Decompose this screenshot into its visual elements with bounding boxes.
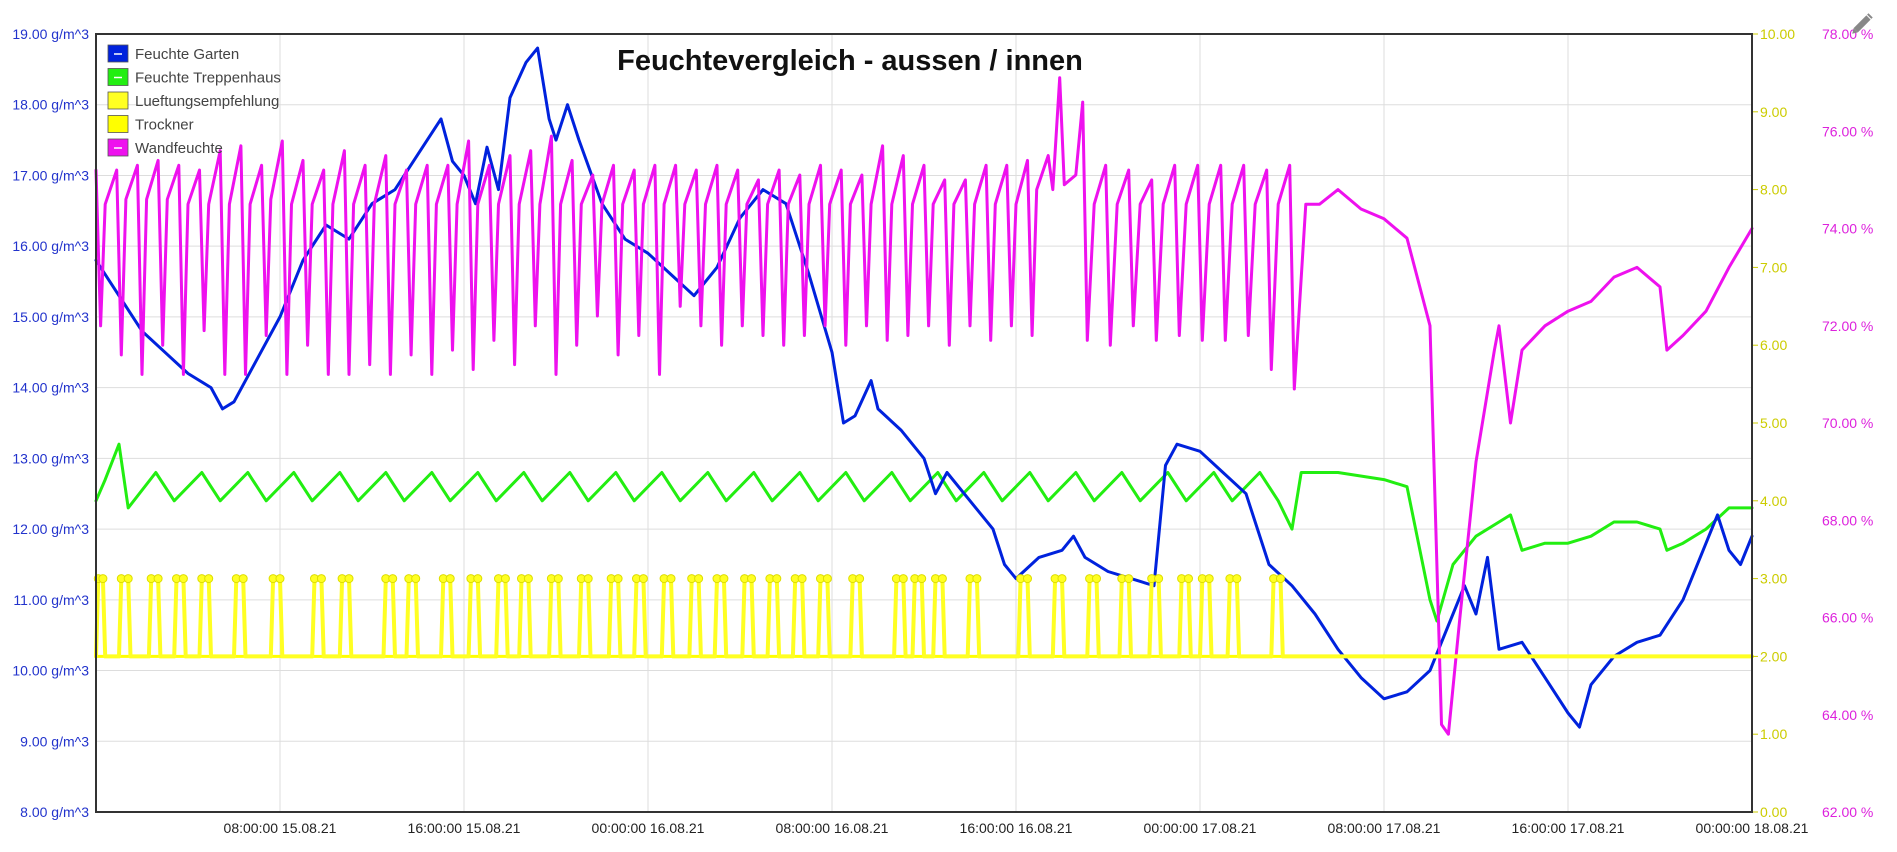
- y-tick-label-left: 8.00 g/m^3: [20, 804, 89, 820]
- y-tick-label-right2: 62.00 %: [1822, 804, 1873, 820]
- data-point-lueftung: [123, 574, 133, 584]
- series-line-treppenhaus: [94, 442, 1754, 623]
- data-point-lueftung: [1232, 574, 1242, 584]
- plot-frame: [95, 33, 1753, 813]
- y-tick-label-right1: 10.00: [1760, 26, 1795, 42]
- y-tick-label-right2: 72.00 %: [1822, 318, 1873, 334]
- data-point-lueftung: [694, 574, 704, 584]
- data-point-lueftung: [772, 574, 782, 584]
- chart-title: Feuchtevergleich - aussen / innen: [617, 45, 1083, 77]
- legend-label-lueftung: Lueftungsempfehlung: [135, 93, 279, 110]
- data-point-lueftung: [344, 574, 354, 584]
- y-tick-label-left: 17.00 g/m^3: [12, 167, 89, 183]
- y-tick-label-left: 11.00 g/m^3: [13, 592, 89, 608]
- data-point-lueftung: [316, 574, 326, 584]
- y-tick-label-right1: 7.00: [1760, 259, 1787, 275]
- legend-label-treppenhaus: Feuchte Treppenhaus: [135, 70, 281, 87]
- y-tick-label-left: 14.00 g/m^3: [12, 380, 89, 396]
- y-tick-label-right2: 64.00 %: [1822, 707, 1873, 723]
- edit-icon[interactable]: [1850, 13, 1873, 36]
- y-tick-label-left: 19.00 g/m^3: [12, 26, 89, 42]
- data-point-lueftung: [822, 574, 832, 584]
- data-point-lueftung: [500, 574, 510, 584]
- y-tick-label-right2: 66.00 %: [1822, 610, 1873, 626]
- legend-swatch-lueftung: [107, 91, 129, 110]
- y-tick-label-left: 10.00 g/m^3: [12, 663, 89, 679]
- x-tick-label: 08:00:00 15.08.21: [224, 820, 337, 836]
- y-tick-label-right2: 74.00 %: [1822, 221, 1873, 237]
- series-layer: [93, 46, 1754, 736]
- x-tick-label: 16:00:00 15.08.21: [408, 820, 521, 836]
- axes: 8.00 g/m^3 9.00 g/m^3 10.00 g/m^3 11.00 g/m…: [12, 26, 1873, 836]
- data-point-lueftung: [238, 574, 248, 584]
- legend-label-trockner: Trockner: [135, 117, 194, 134]
- y-tick-label-right1: 0.00: [1760, 804, 1787, 820]
- y-tick-label-left: 16.00 g/m^3: [12, 238, 89, 254]
- legend-label-garten: Feuchte Garten: [135, 46, 239, 63]
- data-point-lueftung: [937, 574, 947, 584]
- y-tick-label-right1: 1.00: [1760, 726, 1787, 742]
- x-tick-label: 00:00:00 16.08.21: [592, 820, 705, 836]
- data-point-lueftung: [473, 574, 483, 584]
- y-tick-label-right1: 8.00: [1760, 182, 1787, 198]
- x-tick-label: 00:00:00 17.08.21: [1144, 820, 1257, 836]
- data-point-lueftung: [98, 574, 108, 584]
- x-tick-label: 08:00:00 16.08.21: [776, 820, 889, 836]
- x-tick-label: 00:00:00 18.08.21: [1696, 820, 1809, 836]
- y-tick-label-right2: 70.00 %: [1822, 415, 1873, 431]
- y-tick-label-right1: 2.00: [1760, 648, 1787, 664]
- data-point-lueftung: [153, 574, 163, 584]
- y-tick-label-right2: 76.00 %: [1822, 123, 1873, 139]
- data-point-lueftung: [1204, 574, 1214, 584]
- data-point-lueftung: [719, 574, 729, 584]
- data-point-lueftung: [1092, 574, 1101, 584]
- x-tick-label: 16:00:00 17.08.21: [1512, 820, 1625, 836]
- y-tick-label-left: 18.00 g/m^3: [12, 97, 89, 113]
- data-point-lueftung: [553, 574, 563, 584]
- data-point-lueftung: [411, 574, 421, 584]
- y-tick-label-right1: 4.00: [1760, 493, 1787, 509]
- data-point-lueftung: [747, 574, 756, 584]
- y-tick-label-right2: 78.00 %: [1822, 26, 1873, 42]
- legend: Feuchte Garten Feuchte Treppenhaus Lueftun…: [107, 44, 281, 157]
- y-tick-label-left: 13.00 g/m^3: [12, 450, 89, 466]
- legend-swatch-trockner: [107, 115, 129, 133]
- data-point-lueftung: [523, 574, 533, 584]
- data-point-lueftung: [638, 574, 648, 584]
- data-point-lueftung: [388, 574, 398, 584]
- y-tick-label-left: 12.00 g/m^3: [12, 521, 89, 537]
- data-point-lueftung: [204, 574, 214, 584]
- legend-label-wandfeuchte: Wandfeuchte: [135, 140, 223, 157]
- data-point-lueftung: [972, 574, 982, 584]
- data-point-lueftung: [1184, 574, 1193, 584]
- x-tick-label: 08:00:00 17.08.21: [1328, 820, 1441, 836]
- y-tick-label-left: 9.00 g/m^3: [20, 733, 89, 749]
- x-tick-label: 16:00:00 16.08.21: [960, 820, 1073, 836]
- data-point-lueftung: [1276, 574, 1285, 584]
- data-point-lueftung: [178, 574, 188, 584]
- y-tick-label-left: 15.00 g/m^3: [12, 309, 89, 325]
- data-point-lueftung: [1154, 574, 1164, 584]
- data-point-lueftung: [1124, 574, 1134, 584]
- data-point-lueftung: [1057, 574, 1067, 584]
- data-point-lueftung: [1023, 574, 1032, 584]
- data-point-lueftung: [583, 574, 593, 584]
- series-line-wandfeuchte: [94, 76, 1754, 736]
- data-point-lueftung: [855, 574, 865, 584]
- y-tick-label-right1: 9.00: [1760, 104, 1787, 120]
- data-point-lueftung: [917, 574, 927, 584]
- y-tick-label-right2: 68.00 %: [1822, 512, 1873, 528]
- data-point-lueftung: [797, 574, 807, 584]
- y-tick-label-right1: 3.00: [1760, 571, 1787, 587]
- y-tick-label-right1: 5.00: [1760, 415, 1787, 431]
- data-point-lueftung: [666, 574, 676, 584]
- data-point-lueftung: [613, 574, 623, 584]
- series-line-garten: [94, 46, 1754, 729]
- data-point-lueftung: [898, 574, 908, 584]
- data-point-lueftung: [445, 574, 455, 584]
- y-tick-label-right1: 6.00: [1760, 337, 1787, 353]
- data-point-lueftung: [275, 574, 285, 584]
